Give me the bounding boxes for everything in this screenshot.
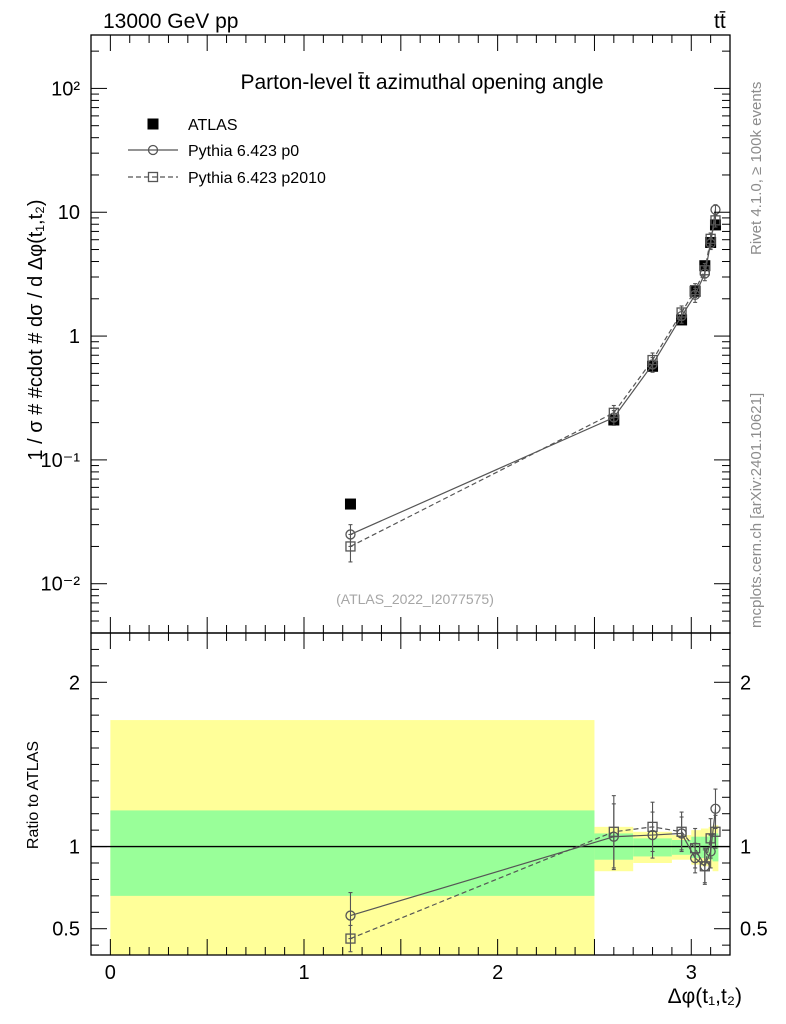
main-y-tick-label: 10⁻² (41, 574, 81, 596)
x-axis-label: Δφ(t₁,t₂) (668, 985, 742, 1008)
chart-title: Parton-level t̄t azimuthal opening angle (240, 71, 603, 94)
pythia-p0-main-marker (699, 268, 710, 279)
pythia-p0-main-marker (676, 310, 687, 322)
pythia-p2010-main-marker (710, 215, 721, 226)
uncertainty-band-inner (691, 836, 701, 859)
ratio-plot-frame (90, 632, 731, 956)
ratio-y-tick-label-left: 2 (69, 672, 80, 694)
pythia-p0-ratio-marker (676, 828, 687, 839)
legend-label: ATLAS (188, 117, 238, 134)
x-tick-labels: 0 1 2 3 (105, 962, 697, 984)
pythia-p0-main-marker (705, 238, 716, 249)
pythia-p0-ratio-marker (345, 910, 356, 921)
ratio-y-tick-labels: 0.5 0.5 1 1 2 2 (52, 672, 768, 940)
pythia-p0-ratio-marker (608, 831, 619, 842)
ratio-y-tick-label-right: 1 (740, 837, 751, 859)
process-label: tt̄ (714, 10, 726, 33)
pythia-p0-main-marker (647, 359, 658, 370)
ratio-y-tick-label-left: 1 (69, 837, 80, 859)
pythia-p0-ratio-marker (699, 861, 710, 872)
legend-label: Pythia 6.423 p2010 (188, 170, 326, 187)
ratio-y-tick-label-left: 0.5 (52, 919, 80, 941)
pythia-p0-main-marker (710, 204, 721, 215)
legend-atlas-marker (147, 118, 159, 130)
ratio-y-tick-label-right: 2 (740, 672, 751, 694)
ratio-y-tick-label-right: 0.5 (740, 919, 768, 941)
mcplots-label: mcplots.cern.ch [arXiv:2401.10621] (748, 393, 765, 628)
atlas-data-point (344, 498, 356, 510)
pythia-p0-ratio-marker (689, 852, 701, 864)
analysis-watermark: (ATLAS_2022_I2077575) (336, 591, 494, 607)
main-y-tick-label: 10 (58, 202, 80, 224)
main-y-axis-label: 1 / σ # #cdot # dσ / d Δφ(t₁,t₂) (25, 199, 47, 460)
pythia-p0-main-marker (689, 289, 701, 301)
main-axis-ticks (91, 35, 731, 634)
main-y-tick-label: 10² (51, 78, 80, 100)
ratio-axis-ticks (91, 633, 731, 955)
x-tick-label: 3 (686, 962, 697, 984)
pythia-p0-ratio-marker (705, 846, 716, 857)
main-data-layer (344, 204, 721, 563)
rivet-version-label: Rivet 4.1.0, ≥ 100k events (748, 82, 765, 255)
legend-marker (147, 171, 159, 183)
main-plot-panel: Parton-level t̄t azimuthal opening angle… (25, 34, 731, 634)
x-tick-label: 0 (105, 962, 116, 984)
pythia-p2010-main-line (350, 220, 717, 547)
main-plot-frame (90, 34, 731, 634)
main-y-tick-label: 1 (69, 326, 80, 348)
legend-label: Pythia 6.423 p0 (188, 143, 299, 160)
pythia-p0-ratio-marker (647, 829, 658, 841)
ratio-data-layer (91, 720, 730, 955)
main-y-tick-label: 10⁻¹ (41, 450, 81, 472)
energy-label: 13000 GeV pp (103, 10, 238, 33)
x-tick-label: 1 (298, 962, 309, 984)
pythia-p0-ratio-marker (710, 803, 721, 814)
legend: ATLAS Pythia 6.423 p0 Pythia 6.423 p2010 (128, 117, 326, 187)
pythia-p0-ratio-line (350, 808, 717, 917)
legend-marker (147, 144, 159, 156)
uncertainty-band-inner (110, 810, 595, 896)
pythia-p0-main-line (350, 209, 717, 535)
pythia-p0-main-marker (608, 412, 619, 423)
ratio-plot-panel: 0.5 0.5 1 1 2 2 0 1 2 3 Ratio to ATLAS Δφ(t₁,t₂) (25, 632, 768, 1008)
main-y-tick-labels: 10⁻² 10⁻¹ 1 10 10² (41, 78, 81, 595)
pythia-p0-main-marker (345, 529, 356, 540)
ratio-y-axis-label: Ratio to ATLAS (25, 741, 42, 849)
uncertainty-band-inner (700, 836, 709, 859)
x-tick-label: 2 (492, 962, 503, 984)
